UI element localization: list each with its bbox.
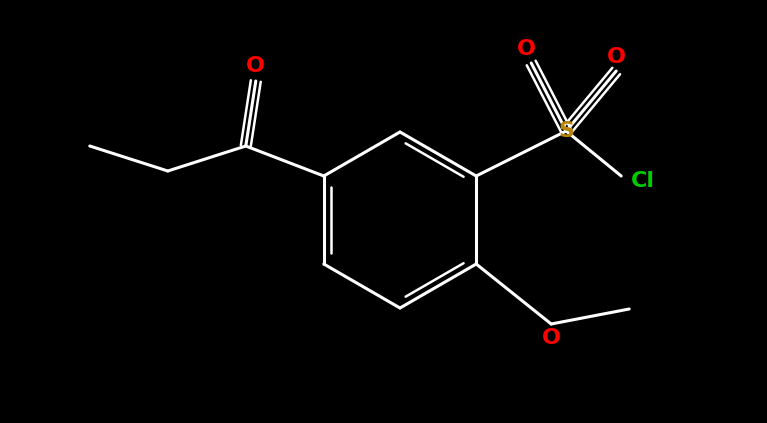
Text: O: O: [246, 56, 265, 76]
Text: O: O: [607, 47, 626, 67]
Text: O: O: [542, 328, 561, 348]
Text: Cl: Cl: [631, 171, 655, 191]
Text: O: O: [517, 39, 535, 59]
Text: S: S: [558, 121, 574, 141]
